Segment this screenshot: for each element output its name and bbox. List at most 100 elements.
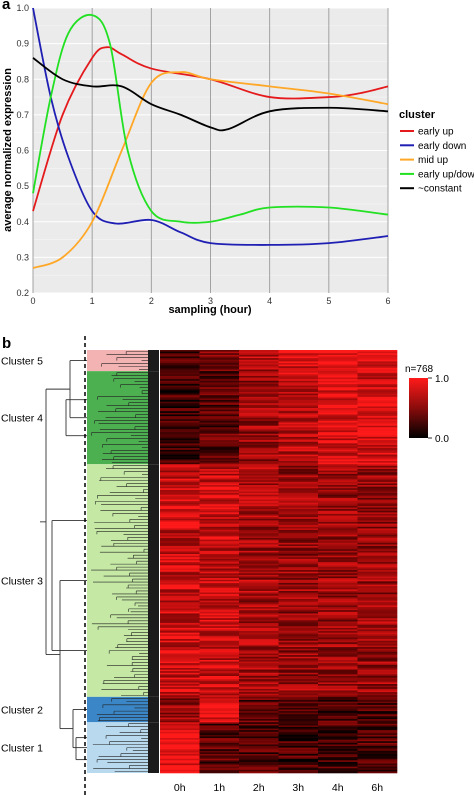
heatmap-cell bbox=[278, 396, 319, 399]
heatmap-cell bbox=[199, 372, 240, 375]
heatmap-cell bbox=[239, 417, 279, 420]
heatmap-cell bbox=[357, 573, 398, 576]
heatmap-cell bbox=[318, 475, 358, 478]
heatmap-cell bbox=[199, 400, 240, 402]
heatmap-cell bbox=[160, 401, 200, 404]
heatmap-cell bbox=[357, 635, 398, 638]
heatmap-cell bbox=[239, 611, 279, 614]
heatmap-cell bbox=[318, 605, 358, 608]
heatmap-cell bbox=[239, 489, 279, 492]
heatmap-cell bbox=[357, 570, 398, 573]
heatmap-cell bbox=[160, 695, 200, 698]
heatmap-cell bbox=[278, 728, 319, 731]
heatmap-cell bbox=[239, 372, 279, 375]
heatmap-cell bbox=[318, 565, 358, 568]
heatmap-cell bbox=[357, 392, 398, 394]
heatmap-cell bbox=[357, 425, 398, 428]
heatmap-cell bbox=[199, 411, 240, 414]
heatmap-cell bbox=[357, 709, 398, 712]
heatmap-cell bbox=[278, 635, 319, 638]
heatmap-cell bbox=[357, 541, 398, 544]
heatmap-cell bbox=[160, 578, 200, 581]
heatmap-cell bbox=[160, 703, 200, 706]
heatmap-cell bbox=[318, 411, 358, 414]
heatmap-cell bbox=[278, 749, 319, 752]
heatmap-cell bbox=[357, 363, 398, 365]
heatmap-cell bbox=[239, 642, 279, 645]
heatmap-cell bbox=[239, 507, 279, 510]
heatmap-cell bbox=[239, 671, 279, 674]
heatmap-cell bbox=[199, 563, 240, 566]
heatmap-cell bbox=[160, 552, 200, 555]
heatmap-cell bbox=[199, 385, 240, 388]
heatmap-cell bbox=[357, 481, 398, 484]
color-scale-max: 1.0 bbox=[435, 374, 449, 385]
heatmap-cell bbox=[357, 744, 398, 747]
heatmap-cell bbox=[318, 674, 358, 677]
heatmap-cell bbox=[278, 541, 319, 544]
heatmap-cell bbox=[239, 467, 279, 470]
heatmap-cell bbox=[318, 722, 358, 725]
heatmap-cell bbox=[278, 765, 319, 767]
heatmap-cell bbox=[318, 363, 358, 365]
heatmap-cell bbox=[160, 417, 200, 420]
heatmap-cell bbox=[160, 757, 200, 760]
heatmap-cell bbox=[318, 679, 358, 682]
heatmap-cell bbox=[278, 734, 319, 737]
x-tick-label: 4 bbox=[267, 296, 272, 306]
heatmap-cell bbox=[318, 401, 358, 404]
heatmap-cell bbox=[357, 475, 398, 478]
heatmap-cell bbox=[318, 750, 358, 753]
heatmap-cell bbox=[357, 467, 398, 470]
heatmap-cell bbox=[239, 486, 279, 489]
heatmap-cell bbox=[239, 731, 279, 734]
heatmap-cell bbox=[239, 539, 279, 542]
heatmap-cell bbox=[239, 669, 279, 672]
heatmap-cell bbox=[160, 533, 200, 536]
heatmap-cell bbox=[278, 358, 319, 361]
heatmap-cell bbox=[357, 752, 398, 755]
heatmap-cell bbox=[239, 501, 279, 504]
heatmap-cell bbox=[239, 579, 279, 582]
heatmap-cell bbox=[199, 696, 240, 699]
heatmap-cell bbox=[278, 473, 319, 476]
heatmap-cell bbox=[357, 452, 398, 455]
heatmap-cell bbox=[278, 507, 319, 510]
heatmap-cell bbox=[318, 491, 358, 494]
heatmap-cell bbox=[160, 367, 200, 370]
heatmap-cell bbox=[357, 515, 398, 518]
heatmap-cell bbox=[199, 504, 240, 507]
heatmap-cell bbox=[239, 396, 279, 399]
heatmap-cell bbox=[199, 379, 240, 382]
heatmap-cell bbox=[357, 642, 398, 645]
heatmap-cell bbox=[278, 594, 319, 597]
heatmap-cell bbox=[160, 404, 200, 407]
heatmap-cell bbox=[278, 472, 319, 475]
heatmap-cell bbox=[160, 566, 200, 569]
heatmap-cell bbox=[357, 414, 398, 417]
heatmap-cell bbox=[357, 385, 398, 388]
heatmap-cell bbox=[239, 645, 279, 648]
heatmap-cell bbox=[318, 618, 358, 621]
heatmap-cell bbox=[318, 611, 358, 614]
heatmap-cell bbox=[160, 353, 200, 356]
heatmap-cell bbox=[357, 695, 398, 698]
heatmap-cell bbox=[357, 461, 398, 463]
heatmap-cell bbox=[357, 602, 398, 605]
heatmap-column-label: 0h bbox=[174, 782, 186, 794]
heatmap-cell bbox=[199, 768, 240, 771]
heatmap-cell bbox=[278, 717, 319, 720]
heatmap-cell bbox=[357, 521, 398, 524]
heatmap-cell bbox=[199, 560, 240, 563]
heatmap-cell bbox=[160, 760, 200, 763]
heatmap-cell bbox=[318, 383, 358, 386]
heatmap-cell bbox=[239, 502, 279, 505]
heatmap-cell bbox=[199, 653, 240, 656]
heatmap-cell bbox=[199, 441, 240, 444]
heatmap-cell bbox=[160, 600, 200, 603]
heatmap-cell bbox=[357, 623, 398, 625]
heatmap-cell bbox=[318, 626, 358, 629]
heatmap-cell bbox=[318, 393, 358, 396]
heatmap-cell bbox=[318, 734, 358, 737]
heatmap-cell bbox=[160, 529, 200, 532]
